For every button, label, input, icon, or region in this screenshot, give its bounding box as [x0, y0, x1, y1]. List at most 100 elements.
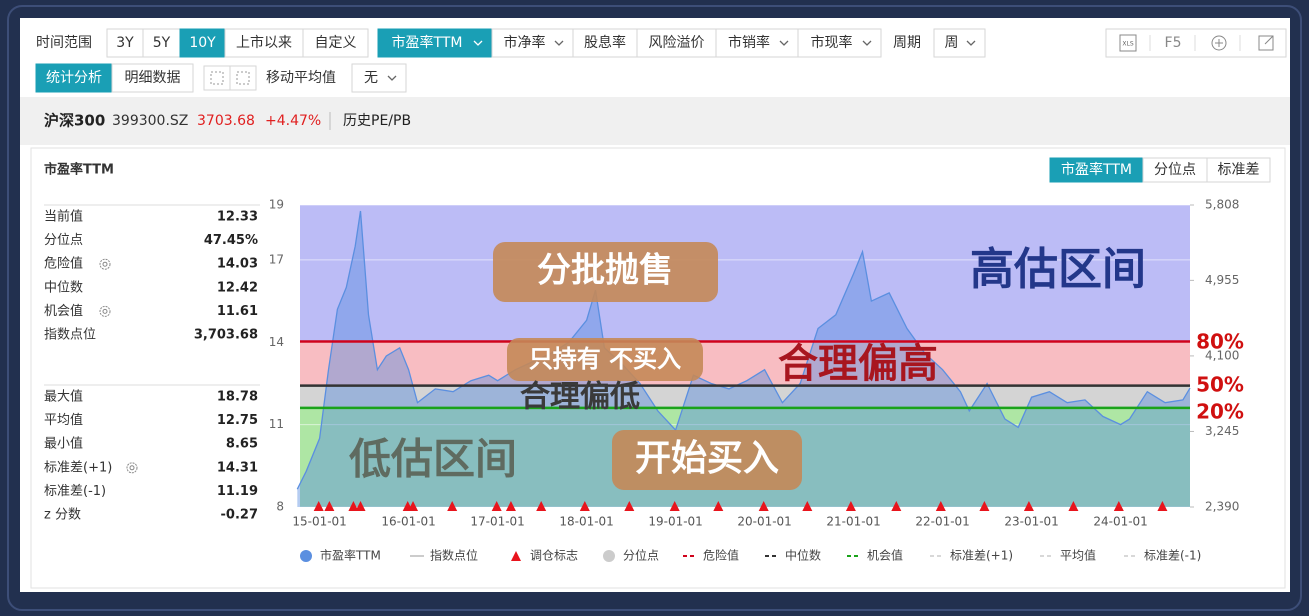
- label: 移动平均值: [266, 70, 336, 86]
- button[interactable]: [1206, 157, 1271, 183]
- stat-value: 47.45%: [204, 233, 258, 248]
- settings-icon[interactable]: [99, 305, 111, 317]
- y2-tick-label: 3,245: [1205, 424, 1239, 438]
- rebalance-marker: [536, 501, 547, 511]
- button[interactable]: [302, 28, 369, 58]
- icon-button[interactable]: [229, 65, 257, 91]
- xls-label: XLS: [1122, 41, 1133, 48]
- button[interactable]: [933, 28, 986, 58]
- button-label: 标准差: [1218, 162, 1260, 178]
- x-tick-label: 24-01-01: [1093, 515, 1147, 529]
- button[interactable]: [142, 28, 181, 58]
- stat-value: 14.31: [217, 460, 258, 475]
- rebalance-marker: [355, 501, 366, 511]
- legend-symbol: [511, 551, 521, 561]
- button[interactable]: [224, 28, 304, 58]
- quote-price: 3703.68: [197, 113, 255, 129]
- annotation: 50%: [1196, 373, 1244, 397]
- label: 周期: [893, 35, 921, 51]
- button[interactable]: [715, 28, 799, 58]
- rebalance-marker: [624, 501, 635, 511]
- button[interactable]: [377, 28, 493, 58]
- rebalance-marker: [713, 501, 724, 511]
- annotation: 合理偏高: [778, 341, 938, 387]
- button[interactable]: [111, 63, 194, 93]
- legend-label: 危险值: [703, 548, 739, 563]
- stat-value: 18.78: [217, 390, 258, 405]
- rebalance-marker: [491, 501, 502, 511]
- export-icon[interactable]: [1258, 35, 1274, 51]
- zone: [300, 385, 1190, 408]
- button[interactable]: [351, 63, 407, 93]
- button[interactable]: [636, 28, 717, 58]
- stat-label: 最小值: [44, 436, 83, 452]
- button-label: 明细数据: [125, 70, 181, 86]
- legend-label: 指数点位: [430, 548, 478, 563]
- button[interactable]: [1049, 157, 1144, 183]
- stat-label: 当前值: [44, 209, 83, 225]
- icon-button[interactable]: [203, 65, 231, 91]
- stat-value: 11.19: [217, 484, 258, 499]
- stat-label: 分位点: [44, 233, 83, 248]
- settings-icon[interactable]: [99, 258, 111, 270]
- rebalance-marker: [313, 501, 324, 511]
- button-label: 股息率: [584, 34, 626, 51]
- y-tick-label: 17: [269, 252, 284, 266]
- button-label: 市销率: [728, 34, 770, 51]
- rebalance-marker: [408, 501, 419, 511]
- annotation: 高估区间: [970, 244, 1146, 295]
- stat-label: 指数点位: [44, 328, 96, 343]
- stat-value: -0.27: [221, 508, 258, 523]
- rebalance-marker: [802, 501, 813, 511]
- dropdown-arrow: [554, 40, 564, 46]
- stat-label: z 分数: [44, 508, 81, 523]
- settings-icon[interactable]: [126, 462, 138, 474]
- stat-label: 危险值: [44, 256, 83, 272]
- dropdown-arrow: [862, 40, 872, 46]
- dropdown-arrow: [473, 40, 483, 46]
- annotation: 合理偏低: [520, 380, 640, 415]
- rebalance-marker: [1113, 501, 1124, 511]
- stat-label: 平均值: [44, 412, 83, 428]
- dropdown-arrow: [779, 40, 789, 46]
- rebalance-marker: [1157, 501, 1168, 511]
- button[interactable]: [491, 28, 574, 58]
- quote-bar: [20, 97, 1290, 145]
- button-label: 风险溢价: [649, 35, 705, 51]
- y2-tick-label: 5,808: [1205, 198, 1239, 212]
- button[interactable]: [179, 28, 226, 58]
- annotation: 80%: [1196, 330, 1244, 354]
- rebalance-marker: [447, 501, 458, 511]
- zone: [300, 205, 1190, 342]
- zone: [300, 341, 1190, 386]
- button-label: 3Y: [116, 35, 134, 51]
- button[interactable]: [797, 28, 882, 58]
- rebalance-marker: [979, 501, 990, 511]
- button[interactable]: [1142, 157, 1208, 183]
- panel-title: 市盈率TTM: [44, 162, 114, 178]
- stat-label: 最大值: [44, 389, 83, 405]
- annotation: 20%: [1196, 400, 1244, 424]
- rebalance-marker: [1023, 501, 1034, 511]
- stat-label: 标准差(+1): [44, 460, 112, 475]
- settings-icon-core: [102, 308, 108, 314]
- legend-label: 标准差(-1): [1144, 549, 1201, 563]
- settings-icon-core: [102, 261, 108, 267]
- x-tick-label: 19-01-01: [648, 515, 702, 529]
- rebalance-marker: [935, 501, 946, 511]
- button-label: 分位点: [1154, 162, 1196, 178]
- xls-icon[interactable]: [1119, 34, 1137, 52]
- annotation-box: [493, 242, 718, 302]
- legend-label: 机会值: [867, 548, 903, 563]
- x-tick-label: 21-01-01: [826, 515, 880, 529]
- button-label: 统计分析: [46, 70, 102, 86]
- add-icon[interactable]: [1211, 35, 1227, 51]
- legend-label: 分位点: [623, 548, 659, 563]
- button-label: 市盈率TTM: [1061, 161, 1132, 178]
- stat-label: 机会值: [44, 303, 83, 319]
- y-tick-label: 14: [269, 335, 284, 349]
- area: [297, 211, 1190, 507]
- quote-change: +4.47%: [265, 113, 321, 129]
